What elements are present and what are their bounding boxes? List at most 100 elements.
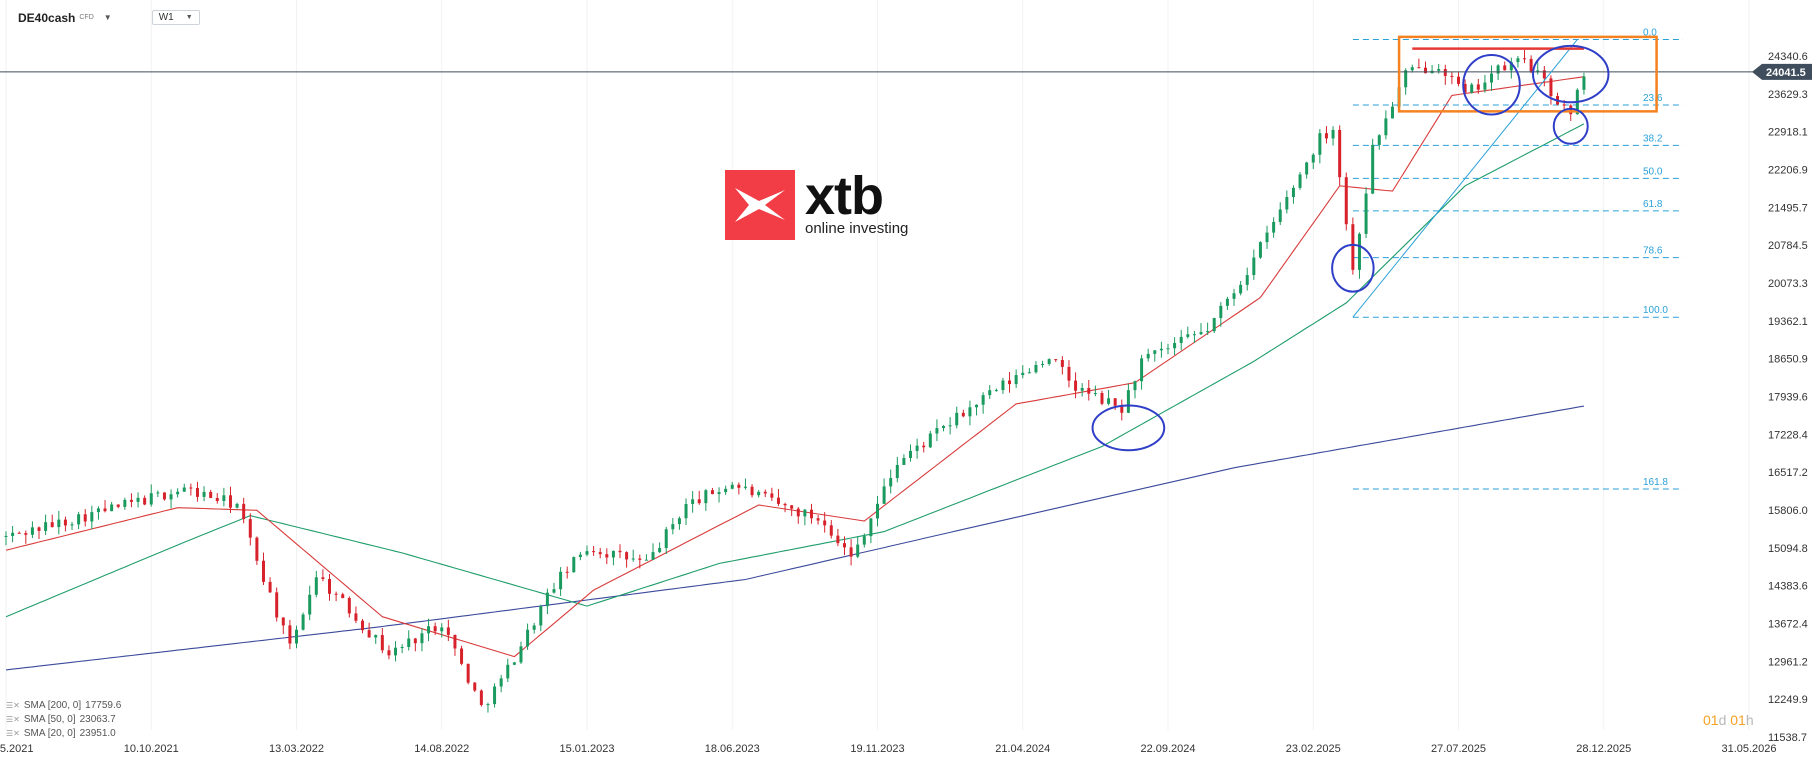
candle-body xyxy=(1232,293,1236,299)
candle-body xyxy=(50,522,54,528)
candle-body xyxy=(644,559,648,561)
candle-body xyxy=(988,390,992,396)
candle-body xyxy=(63,519,67,526)
candle-body xyxy=(1120,405,1124,413)
candle-body xyxy=(387,650,391,656)
price-axis-label: 15806.0 xyxy=(1768,505,1808,517)
candle-body xyxy=(618,550,622,553)
candle-body xyxy=(763,491,767,494)
candle-body xyxy=(783,503,787,506)
candle-body xyxy=(836,535,840,544)
time-axis-label: 28.12.2025 xyxy=(1576,743,1631,755)
candle-body xyxy=(1291,187,1295,197)
candle-body xyxy=(400,647,404,649)
candle-body xyxy=(486,704,490,706)
candle-body xyxy=(96,508,100,513)
candle-body xyxy=(17,532,21,534)
candle-body xyxy=(374,635,378,638)
fibonacci-level-label: 23.6 xyxy=(1643,93,1663,104)
candle-body xyxy=(394,647,398,656)
highlight-circle xyxy=(1091,404,1166,452)
candle-body xyxy=(1549,78,1553,96)
candle-body xyxy=(57,519,61,528)
time-axis-label: 13.03.2022 xyxy=(269,743,324,755)
legend-row-sma50[interactable]: ☰✕ SMA [50, 0] 23063.7 xyxy=(6,713,121,727)
candle-body xyxy=(955,412,959,426)
candle-body xyxy=(1146,353,1150,359)
legend-row-sma20[interactable]: ☰✕ SMA [20, 0] 23951.0 xyxy=(6,727,121,741)
candle-body xyxy=(1338,129,1342,178)
candle-body xyxy=(1423,67,1427,74)
chevron-down-icon: ▼ xyxy=(185,14,193,21)
candle-body xyxy=(1245,275,1249,285)
price-axis-label: 11538.7 xyxy=(1768,732,1807,744)
legend-row-sma200[interactable]: ☰✕ SMA [200, 0] 17759.6 xyxy=(6,699,121,713)
candle-body xyxy=(697,499,701,504)
candle-body xyxy=(968,407,972,417)
price-axis-label: 24340.6 xyxy=(1768,51,1808,63)
candle-body xyxy=(922,445,926,448)
candle-body xyxy=(453,634,457,649)
legend-label: SMA [20, 0] xyxy=(23,728,76,739)
candle-body xyxy=(743,486,747,488)
candle-body xyxy=(882,486,886,504)
candle-body xyxy=(301,614,305,630)
chart-toolbar: DE40cash CFD ▼ W1 ▼ xyxy=(18,10,200,25)
price-axis-label: 13672.4 xyxy=(1768,618,1808,630)
candle-body xyxy=(638,558,642,560)
candle-body xyxy=(308,594,312,615)
symbol-dropdown-icon[interactable]: ▼ xyxy=(103,13,112,22)
candle-body xyxy=(961,412,965,417)
time-axis-label: 15.01.2023 xyxy=(559,743,614,755)
candle-body xyxy=(1060,360,1064,367)
candle-body xyxy=(242,503,246,520)
symbol-name[interactable]: DE40cash xyxy=(18,10,76,25)
price-axis-label: 15094.8 xyxy=(1768,543,1808,555)
candle-body xyxy=(1014,375,1018,385)
candle-body xyxy=(1027,372,1031,374)
settings-icon[interactable]: ☰✕ xyxy=(6,715,20,724)
price-axis-label: 23629.3 xyxy=(1768,89,1808,101)
fibonacci-level-label: 61.8 xyxy=(1643,199,1663,210)
candle-body xyxy=(559,571,563,590)
time-axis-label: 21.04.2024 xyxy=(995,743,1050,755)
candle-body xyxy=(710,490,714,495)
candle-body xyxy=(803,509,807,517)
candle-body xyxy=(1443,69,1447,76)
candle-body xyxy=(1318,133,1322,155)
candle-body xyxy=(1107,398,1111,404)
candle-body xyxy=(691,499,695,505)
candle-body xyxy=(1153,350,1157,354)
candle-body xyxy=(361,620,365,631)
price-axis-label: 22206.9 xyxy=(1768,165,1808,177)
candle-body xyxy=(512,662,516,665)
candle-body xyxy=(156,492,160,494)
candle-body xyxy=(1272,221,1276,233)
settings-icon[interactable]: ☰✕ xyxy=(6,701,20,710)
candle-body xyxy=(1516,58,1520,63)
price-axis-label: 12249.9 xyxy=(1768,694,1808,706)
highlight-circle xyxy=(1462,53,1521,116)
range-box xyxy=(1397,35,1658,113)
price-axis-label: 17939.6 xyxy=(1768,392,1808,404)
time-axis-label: 09.05.2021 xyxy=(0,743,34,755)
candle-body xyxy=(684,504,688,519)
candle-body xyxy=(909,450,913,459)
fibonacci-levels: 0.0 23.6 38.2 50.0 61.8 78.6 100.0 161.8 xyxy=(1352,28,1683,490)
candle-body xyxy=(1357,233,1361,270)
candle-body xyxy=(519,646,523,663)
candle-body xyxy=(228,495,232,508)
candle-body xyxy=(1364,193,1368,234)
time-axis-label: 18.06.2023 xyxy=(705,743,760,755)
candle-body xyxy=(1041,363,1045,365)
timeframe-select[interactable]: W1 ▼ xyxy=(151,10,200,25)
candle-body xyxy=(717,492,721,495)
settings-icon[interactable]: ☰✕ xyxy=(6,729,20,738)
candle-body xyxy=(136,497,140,502)
candle-body xyxy=(143,497,147,505)
candle-body xyxy=(209,491,213,498)
candle-body xyxy=(1080,388,1084,391)
candle-body xyxy=(1457,76,1460,84)
candle-body xyxy=(90,512,94,522)
